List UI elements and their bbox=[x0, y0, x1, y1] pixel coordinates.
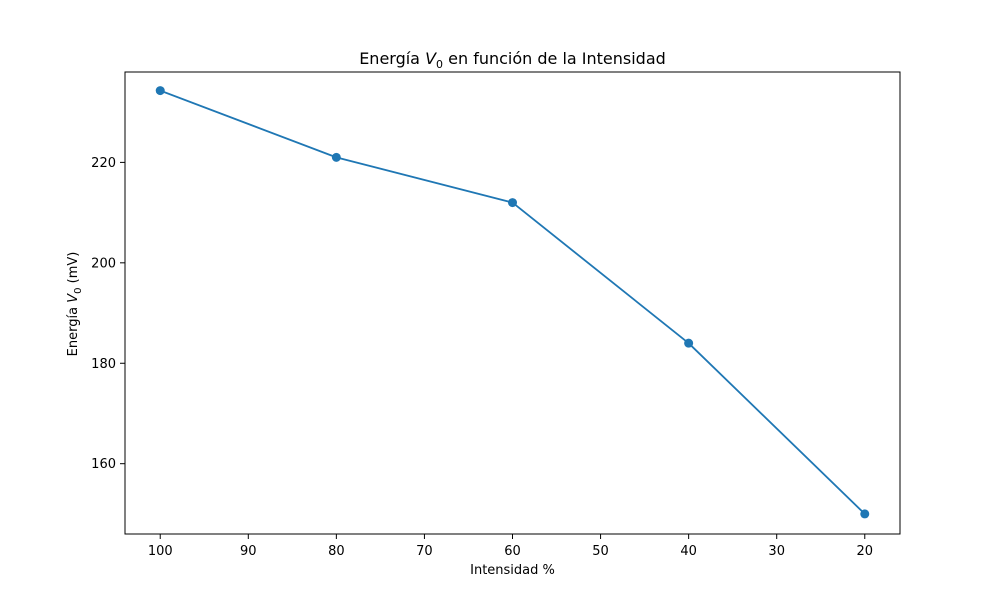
data-point bbox=[684, 338, 694, 348]
x-tick-label: 100 bbox=[148, 544, 173, 559]
x-tick-label: 20 bbox=[856, 544, 873, 559]
chart-title: Energía V0 en función de la Intensidad bbox=[359, 49, 666, 71]
data-point bbox=[331, 152, 341, 162]
y-tick-label: 200 bbox=[91, 256, 116, 271]
x-tick-label: 90 bbox=[240, 544, 257, 559]
data-point bbox=[860, 509, 870, 519]
x-axis-label: Intensidad % bbox=[470, 563, 555, 578]
data-point bbox=[508, 198, 517, 208]
x-tick-label: 70 bbox=[416, 544, 433, 559]
x-tick-label: 30 bbox=[768, 544, 785, 559]
x-tick-label: 80 bbox=[328, 544, 345, 559]
x-tick-label: 60 bbox=[504, 544, 521, 559]
x-tick-label: 50 bbox=[592, 544, 609, 559]
y-tick-label: 180 bbox=[91, 357, 116, 372]
plot-area: 100 90 80 70 60 50 40 30 20 160 180 200 220 bbox=[91, 71, 901, 559]
x-tick-label: 40 bbox=[680, 544, 697, 559]
y-tick-label: 160 bbox=[91, 457, 116, 472]
y-tick-label: 220 bbox=[91, 156, 116, 171]
y-axis-label: Energía V0 (mV) bbox=[66, 252, 84, 357]
data-point bbox=[155, 86, 165, 96]
